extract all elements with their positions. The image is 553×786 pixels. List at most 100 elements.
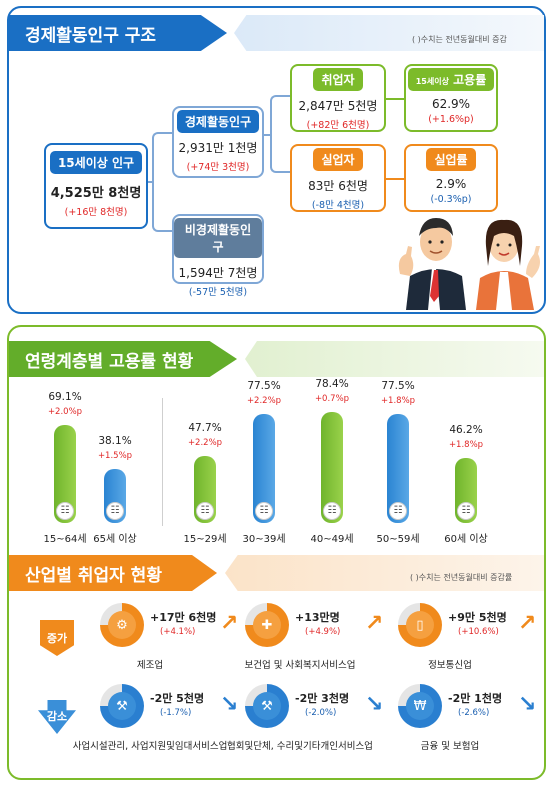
down-arrow-icon: ↘ <box>365 692 384 717</box>
increase-name-0: 제조업 <box>136 660 164 671</box>
decrease-rate-1: (-2.0%) <box>305 708 337 718</box>
section1-note: ( )수치는 전년동월대비 증감 <box>412 35 507 44</box>
section2-header-tail <box>245 341 544 377</box>
active-delta: (+74만 3천명) <box>186 162 250 173</box>
unemployed-label: 실업자 <box>313 148 363 171</box>
bar-delta-2: +2.2%p <box>187 437 223 448</box>
decrease-name-1: 협회및단체, 수리및기타개인서비스업 <box>227 741 373 752</box>
document-icon: ☷ <box>323 501 341 520</box>
section2-title: 연령계층별 고용률 현황 <box>9 341 237 377</box>
decrease-label: 감소 <box>46 710 68 723</box>
gears-ring: ⚙ <box>100 603 144 647</box>
bar-delta-4: +0.7%p <box>314 394 350 405</box>
bar-delta-0: +2.0%p <box>47 407 83 418</box>
connector-active <box>262 134 272 136</box>
bar-label-0: 15~64세 <box>43 534 87 545</box>
bar-value-3: 77.5% <box>247 379 281 392</box>
age-group-divider <box>162 398 163 526</box>
inactive-delta: (-57만 5천명) <box>188 287 248 298</box>
inactive-label: 비경제활동인구 <box>174 218 262 258</box>
bar-6: ☷ <box>455 457 477 523</box>
bar-3: ☷ <box>253 413 275 523</box>
up-arrow-icon: ↗ <box>220 611 239 636</box>
down-arrow-icon: ↘ <box>220 692 239 717</box>
people-tools-icon: ⚒ <box>108 692 136 720</box>
wrench-icon: ⚒ <box>253 692 281 720</box>
bar-value-4: 78.4% <box>315 378 349 391</box>
section2-header: 연령계층별 고용률 현황 <box>9 341 544 377</box>
increase-rate-1: (+4.9%) <box>305 627 341 637</box>
down-arrow-icon: ↘ <box>518 692 537 717</box>
section1-title: 경제활동인구 구조 <box>9 15 227 51</box>
up-arrow-icon: ↗ <box>518 611 537 636</box>
decrease-value-2: -2만 1천명 <box>448 692 503 705</box>
bar-5: ☷ <box>387 413 409 523</box>
inactive-value: 1,594만 7천명 <box>178 266 258 280</box>
bar-value-0: 69.1% <box>48 391 82 404</box>
bar-label-5: 50~59세 <box>376 534 420 545</box>
unemp-rate-box: 실업률 2.9% (-0.3%p) <box>404 144 498 212</box>
connector-unemployed <box>386 178 404 180</box>
pop15-delta: (+16만 8천명) <box>64 207 128 218</box>
decrease-name-0: 사업시설관리, 사업지원및임대서비스업 <box>72 741 228 752</box>
emp-rate-label: 고용률 <box>453 73 487 87</box>
section1-header: 경제활동인구 구조 <box>9 15 544 51</box>
increase-rate-2: (+10.6%) <box>458 627 499 637</box>
connector-employed <box>386 98 404 100</box>
mascot-illustration <box>398 218 540 310</box>
unemployed-delta: (-8만 4천명) <box>311 200 365 211</box>
connector-active-split <box>270 95 290 173</box>
won-laptop-ring: ₩ <box>398 684 442 728</box>
increase-name-2: 정보통신업 <box>428 660 472 671</box>
decrease-rate-2: (-2.6%) <box>458 708 490 718</box>
active-value: 2,931만 1천명 <box>178 141 258 155</box>
emp-rate-header: 15세이상 고용률 <box>407 68 495 91</box>
emp-rate-box: 15세이상 고용률 62.9% (+1.6%p) <box>404 64 498 132</box>
smartphone-ring: ▯ <box>398 603 442 647</box>
decrease-name-2: 금융 및 보험업 <box>420 741 480 752</box>
up-arrow-icon: ↗ <box>365 611 384 636</box>
bar-delta-1: +1.5%p <box>97 451 133 462</box>
wrench-ring: ⚒ <box>245 684 289 728</box>
employed-delta: (+82만 6천명) <box>306 120 370 131</box>
document-icon: ☷ <box>56 501 74 520</box>
document-icon: ☷ <box>106 501 124 520</box>
document-icon: ☷ <box>196 501 214 520</box>
unemp-rate-delta: (-0.3%p) <box>430 194 472 205</box>
document-icon: ☷ <box>255 502 273 520</box>
unemp-rate-value: 2.9% <box>435 177 467 191</box>
bar-label-3: 30~39세 <box>242 534 286 545</box>
employed-label: 취업자 <box>313 68 363 91</box>
smartphone-icon: ▯ <box>406 611 434 639</box>
first-aid-kit-icon: ✚ <box>253 611 281 639</box>
inactive-box: 비경제활동인구 1,594만 7천명 (-57만 5천명) <box>172 214 264 298</box>
woman-figure <box>476 219 540 310</box>
bar-value-2: 47.7% <box>188 421 222 434</box>
section3-header-tail <box>225 555 544 591</box>
section3-note: ( )수치는 전년동월대비 증감률 <box>410 573 513 582</box>
connector-pop <box>146 181 154 183</box>
first-aid-kit-ring: ✚ <box>245 603 289 647</box>
unemployed-box: 실업자 83만 6천명 (-8만 4천명) <box>290 144 386 212</box>
section3-title: 산업별 취업자 현황 <box>9 555 217 591</box>
bar-label-1: 65세 이상 <box>93 534 137 545</box>
increase-value-2: +9만 5천명 <box>448 611 507 624</box>
bar-label-2: 15~29세 <box>183 534 227 545</box>
document-icon: ☷ <box>389 502 407 520</box>
active-label: 경제활동인구 <box>176 110 260 133</box>
people-tools-ring: ⚒ <box>100 684 144 728</box>
document-icon: ☷ <box>457 501 475 520</box>
decrease-rate-0: (-1.7%) <box>160 708 192 718</box>
increase-rate-0: (+4.1%) <box>160 627 196 637</box>
connector-pop-split <box>152 132 172 232</box>
increase-value-0: +17만 6천명 <box>150 611 217 624</box>
bar-value-6: 46.2% <box>449 423 483 436</box>
bar-delta-6: +1.8%p <box>448 439 484 450</box>
unemp-rate-label: 실업률 <box>426 148 476 171</box>
section3-header: 산업별 취업자 현황 <box>9 555 544 591</box>
decrease-value-0: -2만 5천명 <box>150 692 205 705</box>
active-box: 경제활동인구 2,931만 1천명 (+74만 3천명) <box>172 106 264 178</box>
increase-name-1: 보건업 및 사회복지서비스업 <box>244 660 356 671</box>
pop15-value: 4,525만 8천명 <box>50 186 142 201</box>
bar-4: ☷ <box>321 412 343 523</box>
